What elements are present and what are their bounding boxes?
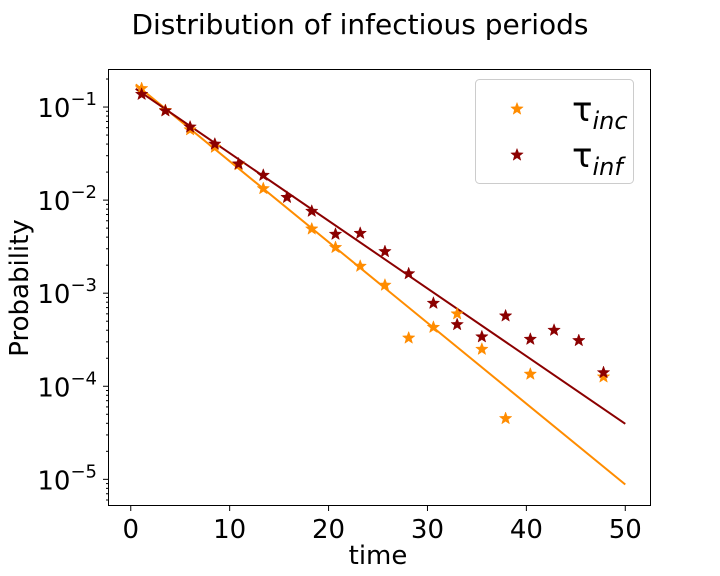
x-tick-label: 10 xyxy=(213,515,246,545)
point-inf xyxy=(596,365,611,379)
point-inc xyxy=(328,240,343,254)
point-inc xyxy=(523,366,538,380)
point-inf xyxy=(231,156,246,170)
point-inf xyxy=(547,323,561,337)
point-inc xyxy=(426,320,441,334)
point-inf xyxy=(353,226,368,240)
legend-label-inc: τinc xyxy=(572,90,628,135)
x-tick-label: 0 xyxy=(122,515,139,545)
point-inf xyxy=(475,329,489,343)
point-inf xyxy=(256,168,271,182)
point-inc xyxy=(304,221,319,235)
point-inc xyxy=(401,330,416,344)
point-inf xyxy=(207,136,222,150)
point-inf xyxy=(498,308,513,322)
y-axis-label: Probability xyxy=(5,219,35,356)
point-inc xyxy=(596,369,611,383)
point-inf xyxy=(378,244,392,258)
legend-label-inf: τinf xyxy=(572,136,626,181)
point-inc xyxy=(256,181,271,195)
point-inc xyxy=(450,306,464,320)
y-tick-label: 10−4 xyxy=(37,368,97,403)
legend-marker-inf xyxy=(510,147,524,161)
point-inc xyxy=(353,258,368,273)
x-axis: 0 10 20 30 40 50 xyxy=(122,505,642,545)
point-inc xyxy=(378,277,392,291)
point-inf xyxy=(426,296,441,310)
data-points xyxy=(134,81,611,425)
point-inc xyxy=(498,411,513,425)
x-tick-label: 30 xyxy=(411,515,444,545)
x-tick-label: 40 xyxy=(510,515,543,545)
point-inf xyxy=(571,333,586,347)
point-inf xyxy=(401,266,416,280)
y-axis: 10−1 10−2 10−3 10−4 10−5 xyxy=(37,78,109,501)
legend-marker-inc xyxy=(510,101,524,115)
y-tick-label: 10−2 xyxy=(37,182,97,217)
point-inc xyxy=(475,342,489,356)
y-tick-label: 10−5 xyxy=(37,461,97,496)
point-inf xyxy=(158,103,173,117)
point-inf xyxy=(280,190,294,204)
point-inf xyxy=(134,87,149,101)
point-inf xyxy=(328,227,343,241)
point-inf xyxy=(450,317,464,331)
x-tick-label: 50 xyxy=(609,515,642,545)
point-inf xyxy=(523,332,538,346)
x-axis-label: time xyxy=(349,541,408,571)
y-tick-label: 10−1 xyxy=(37,89,97,124)
y-tick-label: 10−3 xyxy=(37,275,97,310)
x-tick-label: 20 xyxy=(312,515,345,545)
point-inf xyxy=(183,119,197,133)
point-inf xyxy=(304,203,319,218)
chart-title: Distribution of infectious periods xyxy=(131,8,588,41)
